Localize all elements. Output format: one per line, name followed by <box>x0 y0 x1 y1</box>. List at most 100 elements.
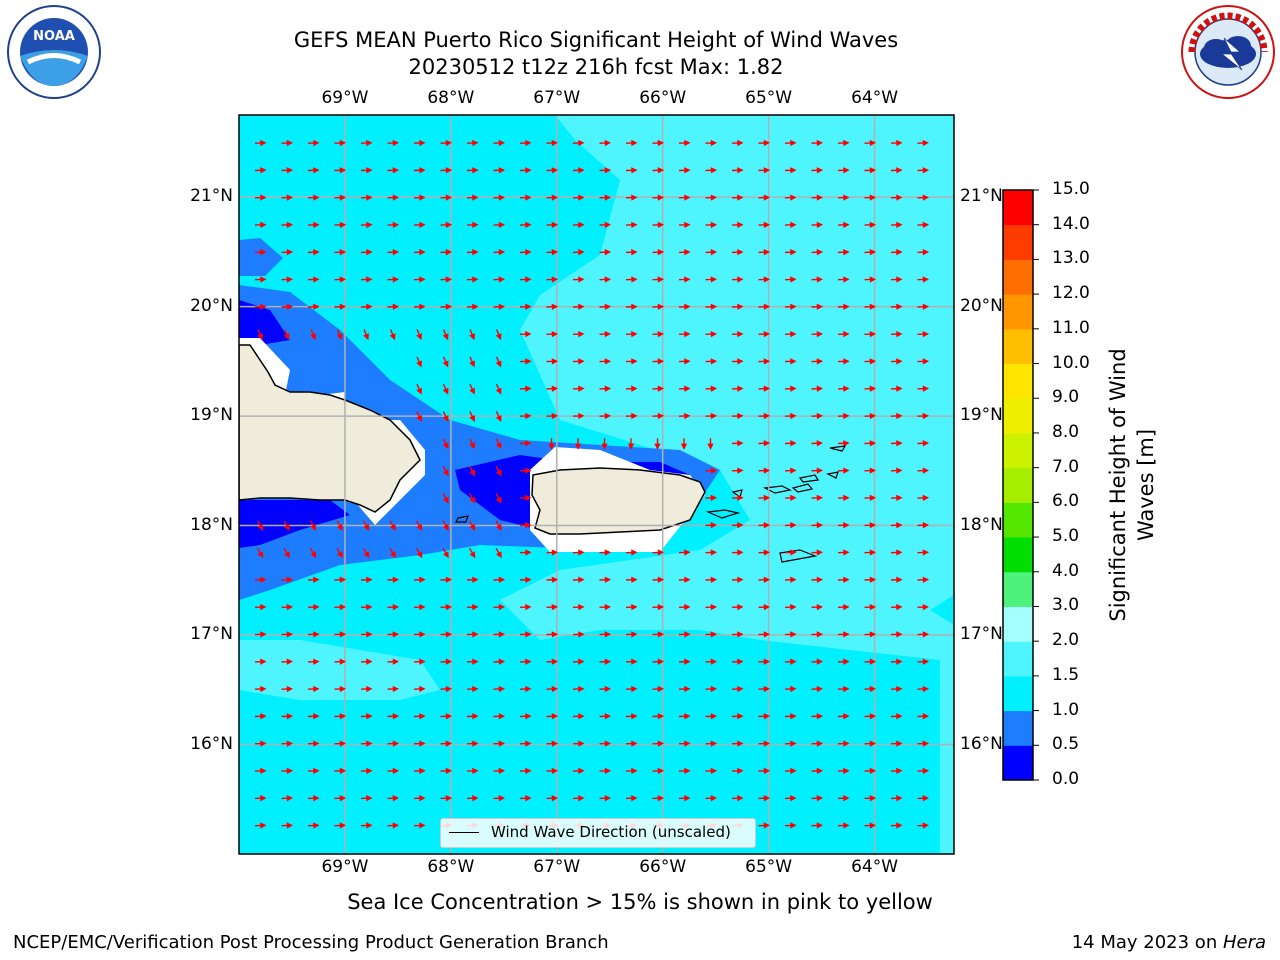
wave-arrow-head <box>551 767 559 775</box>
colorbar-segment <box>1003 641 1033 677</box>
wave-arrow-head <box>737 139 744 147</box>
wave-arrow-head <box>922 221 930 229</box>
wave-arrow-head <box>604 795 612 802</box>
wave-arrow-head <box>816 276 824 283</box>
wave-arrow-head <box>551 412 559 420</box>
noaa-logo-text: NOAA <box>33 29 75 44</box>
wave-arrow-head <box>710 631 718 638</box>
wave-arrow-head <box>869 603 877 611</box>
wave-arrow-head <box>869 685 877 693</box>
wave-arrow-head <box>922 440 930 447</box>
wave-arrow-head <box>419 167 426 174</box>
wave-arrow-head <box>495 523 502 531</box>
wave-arrow-head <box>366 658 373 665</box>
wave-arrow-head <box>790 494 797 502</box>
colorbar-segment <box>1003 190 1033 226</box>
wave-arrow-head <box>843 713 850 720</box>
wave-arrow-head <box>392 795 400 802</box>
wave-arrow-head <box>551 658 559 665</box>
wave-arrow-head <box>922 822 930 829</box>
puerto-rico-land <box>531 467 706 535</box>
wave-arrow-head <box>631 194 638 201</box>
footer-date-text: 14 May 2023 on <box>1071 932 1223 953</box>
wave-arrow-head <box>790 658 797 665</box>
wave-arrow-head <box>339 139 347 147</box>
wave-arrow-head <box>869 658 877 665</box>
wave-arrow-head <box>922 522 930 529</box>
wave-arrow-head <box>922 249 930 256</box>
wave-arrow-head <box>260 658 267 665</box>
wave-arrow-head <box>631 740 638 747</box>
wave-arrow-head <box>737 658 744 665</box>
wave-arrow-head <box>710 767 718 775</box>
wave-arrow-head <box>869 167 877 174</box>
wave-arrow-head <box>445 740 453 747</box>
wave-arrow-head <box>260 576 267 583</box>
wave-arrow-head <box>896 740 903 747</box>
wave-arrow-head <box>283 333 290 341</box>
wave-arrow-head <box>896 631 903 638</box>
wave-arrow-head <box>366 740 373 747</box>
wave-arrow-head <box>498 167 506 174</box>
wave-arrow-head <box>392 713 400 720</box>
wave-arrow-head <box>416 387 422 395</box>
wave-arrow-head <box>763 603 771 611</box>
wave-arrow-head <box>869 194 877 201</box>
colorbar-tick-label: 4.0 <box>1052 560 1080 581</box>
wave-arrow-head <box>896 412 903 420</box>
wave-arrow-head <box>525 603 532 611</box>
wave-arrow-head <box>310 523 317 531</box>
wave-arrow-head <box>525 685 532 693</box>
wave-arrow-head <box>631 385 638 392</box>
wave-arrow-head <box>286 194 294 201</box>
wave-arrow-head <box>525 713 532 720</box>
wave-arrow-head <box>392 576 400 583</box>
chart-subtitle: 20230512 t12z 216h fcst Max: 1.82 <box>408 55 784 79</box>
wave-arrow-head <box>445 795 453 802</box>
wave-arrow-head <box>495 333 502 341</box>
wave-arrow-head <box>816 139 824 147</box>
wave-arrow-head <box>657 276 665 283</box>
wave-arrow-head <box>631 795 638 802</box>
lat-tick-label-right: 19°N <box>960 405 1003 426</box>
wave-arrow-head <box>896 139 903 147</box>
wave-arrow-head <box>922 194 930 201</box>
wave-arrow-head <box>631 358 638 365</box>
wave-arrow-head <box>922 795 930 802</box>
wave-arrow-head <box>257 333 264 341</box>
wave-arrow-head <box>392 631 400 638</box>
wave-arrow-head <box>816 713 824 720</box>
wave-arrow-head <box>684 385 691 392</box>
wave-arrow-head <box>737 194 744 201</box>
wave-arrow-head <box>657 603 665 611</box>
wave-arrow-head <box>922 603 930 611</box>
wave-arrow-head <box>604 740 612 747</box>
wave-arrow-head <box>684 576 691 583</box>
wave-arrow-head <box>710 358 718 365</box>
wave-arrow-head <box>472 767 479 775</box>
wave-arrow-head <box>684 330 691 338</box>
wave-arrow-head <box>498 276 506 283</box>
colorbar-segment <box>1003 398 1033 434</box>
wave-arrow-head <box>843 658 850 665</box>
wave-arrow-head <box>339 740 347 747</box>
wave-arrow-head <box>627 443 635 450</box>
wave-arrow-head <box>551 330 559 338</box>
wave-arrow-head <box>843 467 850 474</box>
wave-arrow-head <box>684 303 691 310</box>
wave-arrow-head <box>578 631 585 638</box>
wave-arrow-head <box>790 713 797 720</box>
wave-arrow-head <box>472 603 479 611</box>
wave-arrow-head <box>843 740 850 747</box>
wave-arrow-head <box>763 412 771 420</box>
wave-arrow-head <box>286 576 294 583</box>
wave-arrow-head <box>763 221 771 229</box>
wave-arrow-head <box>816 658 824 665</box>
chart-title: GEFS MEAN Puerto Rico Significant Height… <box>293 28 899 52</box>
wave-arrow-head <box>604 139 612 147</box>
wave-arrow-head <box>578 549 585 556</box>
wave-arrow-head <box>843 330 850 338</box>
wave-arrow-head <box>737 303 744 310</box>
wave-arrow-head <box>498 631 506 638</box>
wave-arrow-head <box>260 631 267 638</box>
